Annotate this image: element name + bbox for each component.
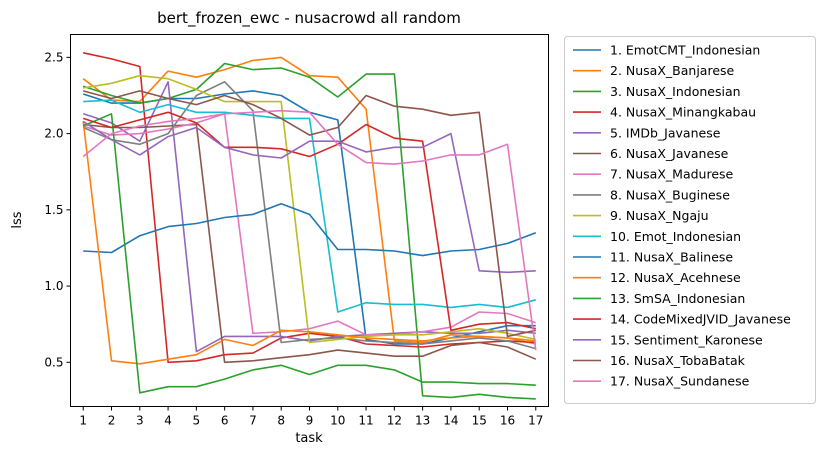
series-line-15 <box>82 120 536 274</box>
series-line-9 <box>83 74 536 344</box>
x-tick-label: 2 <box>108 414 116 428</box>
x-tick-label: 12 <box>387 414 402 428</box>
x-tick-label: 10 <box>330 414 345 428</box>
x-tick-label: 5 <box>193 414 201 428</box>
x-tick-label: 8 <box>277 414 285 428</box>
legend-label-4: 4. NusaX_Minangkabau <box>610 105 756 120</box>
series-line-16 <box>82 90 536 338</box>
y-tick-label: 1.5 <box>44 203 63 217</box>
legend-label-10: 10. Emot_Indonesian <box>610 229 741 244</box>
series-line-2 <box>82 56 536 345</box>
series-line-11 <box>83 202 537 257</box>
legend-label-3: 3. NusaX_Indonesian <box>610 84 741 99</box>
y-tick-label: 0.5 <box>44 355 63 369</box>
legend-label-17: 17. NusaX_Sundanese <box>610 374 750 389</box>
x-tick-label: 3 <box>136 414 144 428</box>
legend-label-11: 11. NusaX_Balinese <box>610 250 733 265</box>
plot-lines <box>82 52 537 400</box>
legend-label-13: 13. SmSA_Indonesian <box>610 291 745 306</box>
chart-title: bert_frozen_ewc - nusacrowd all random <box>157 9 461 28</box>
series-line-10 <box>83 99 537 313</box>
x-tick-label: 7 <box>249 414 257 428</box>
legend-label-1: 1. EmotCMT_Indonesian <box>610 43 760 58</box>
y-tick-label: 2.0 <box>44 127 63 141</box>
y-axis-label: lss <box>10 211 25 228</box>
legend-label-16: 16. NusaX_TobaBatak <box>610 353 746 368</box>
x-tick-label: 9 <box>306 414 314 428</box>
legend: 1. EmotCMT_Indonesian 2. NusaX_Banjarese 3… <box>564 36 816 404</box>
x-tick-label: 14 <box>443 414 458 428</box>
legend-label-15: 15. Sentiment_Karonese <box>610 332 763 347</box>
x-axis: 1 2 3 4 5 6 7 8 9 10 11 12 13 14 15 16 17 <box>79 406 543 428</box>
legend-label-12: 12. NusaX_Acehnese <box>610 270 741 285</box>
series-line-13 <box>82 113 536 394</box>
x-tick-label: 1 <box>79 414 87 428</box>
x-axis-label: task <box>295 431 323 446</box>
x-tick-label: 16 <box>500 414 515 428</box>
legend-frame <box>564 36 816 404</box>
x-tick-label: 4 <box>164 414 172 428</box>
series-line-12 <box>82 121 536 365</box>
legend-label-8: 8. NusaX_Buginese <box>610 187 730 202</box>
y-axis: 0.5 1.0 1.5 2.0 2.5 <box>44 50 71 369</box>
x-tick-label: 13 <box>415 414 430 428</box>
legend-label-2: 2. NusaX_Banjarese <box>610 63 735 78</box>
x-tick-label: 6 <box>221 414 229 428</box>
x-tick-label: 15 <box>472 414 487 428</box>
legend-label-6: 6. NusaX_Javanese <box>610 146 729 161</box>
y-tick-label: 2.5 <box>44 50 63 64</box>
x-tick-label: 11 <box>358 414 373 428</box>
x-tick-label: 17 <box>528 414 543 428</box>
legend-label-14: 14. CodeMixedJVID_Javanese <box>610 312 791 327</box>
series-line-17 <box>82 109 537 351</box>
series-line-4 <box>83 52 536 364</box>
legend-label-9: 9. NusaX_Ngaju <box>610 208 709 223</box>
series-line-6 <box>83 123 537 364</box>
series-line-7 <box>82 113 537 336</box>
legend-label-7: 7. NusaX_Madurese <box>610 167 734 182</box>
series-line-14 <box>82 111 536 332</box>
legend-label-5: 5. IMDb_Javanese <box>610 125 721 140</box>
y-tick-label: 1.0 <box>44 279 63 293</box>
